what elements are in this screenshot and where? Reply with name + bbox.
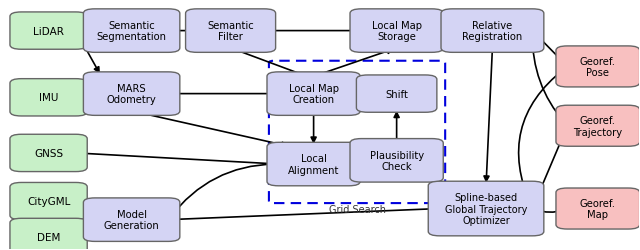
- FancyBboxPatch shape: [428, 182, 544, 236]
- FancyBboxPatch shape: [267, 72, 360, 116]
- Text: Grid Search: Grid Search: [328, 204, 385, 214]
- FancyBboxPatch shape: [356, 76, 437, 113]
- FancyBboxPatch shape: [10, 218, 87, 250]
- Text: MARS
Odometry: MARS Odometry: [107, 84, 157, 105]
- Text: DEM: DEM: [37, 232, 60, 242]
- Text: Semantic
Filter: Semantic Filter: [207, 21, 254, 42]
- Text: Local
Alignment: Local Alignment: [288, 154, 339, 175]
- Text: Model
Generation: Model Generation: [104, 209, 159, 231]
- FancyBboxPatch shape: [10, 79, 87, 116]
- FancyBboxPatch shape: [10, 135, 87, 172]
- Text: Georef.
Trajectory: Georef. Trajectory: [573, 116, 622, 137]
- FancyBboxPatch shape: [10, 13, 87, 50]
- Text: Relative
Registration: Relative Registration: [462, 21, 522, 42]
- Text: Shift: Shift: [385, 89, 408, 99]
- Text: CityGML: CityGML: [27, 196, 70, 206]
- Text: Plausibility
Check: Plausibility Check: [369, 150, 424, 172]
- FancyBboxPatch shape: [83, 198, 180, 242]
- FancyBboxPatch shape: [350, 139, 444, 182]
- FancyBboxPatch shape: [83, 72, 180, 116]
- FancyBboxPatch shape: [186, 10, 276, 53]
- Text: IMU: IMU: [39, 93, 58, 103]
- FancyBboxPatch shape: [556, 47, 639, 88]
- FancyBboxPatch shape: [441, 10, 544, 53]
- FancyBboxPatch shape: [556, 188, 639, 229]
- Text: Georef.
Map: Georef. Map: [580, 198, 616, 220]
- Text: Semantic
Segmentation: Semantic Segmentation: [97, 21, 166, 42]
- FancyBboxPatch shape: [350, 10, 444, 53]
- Text: Local Map
Storage: Local Map Storage: [372, 21, 422, 42]
- Text: Spline-based
Global Trajectory
Optimizer: Spline-based Global Trajectory Optimizer: [445, 192, 527, 225]
- Text: Local Map
Creation: Local Map Creation: [289, 84, 339, 105]
- FancyBboxPatch shape: [556, 106, 639, 147]
- FancyBboxPatch shape: [10, 183, 87, 220]
- Text: Georef.
Pose: Georef. Pose: [580, 56, 616, 78]
- FancyBboxPatch shape: [267, 143, 360, 186]
- Text: LiDAR: LiDAR: [33, 26, 64, 36]
- FancyBboxPatch shape: [83, 10, 180, 53]
- Text: GNSS: GNSS: [34, 148, 63, 158]
